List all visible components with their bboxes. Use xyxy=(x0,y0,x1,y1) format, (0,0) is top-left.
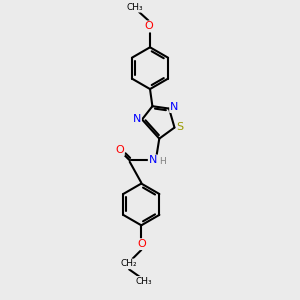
Text: CH₃: CH₃ xyxy=(136,277,152,286)
Text: O: O xyxy=(115,145,124,155)
Text: H: H xyxy=(159,157,166,166)
Text: N: N xyxy=(133,114,141,124)
Text: S: S xyxy=(177,122,184,132)
Text: N: N xyxy=(170,102,178,112)
Text: O: O xyxy=(144,21,153,32)
Text: N: N xyxy=(149,155,157,165)
Text: CH₂: CH₂ xyxy=(121,260,137,268)
Text: O: O xyxy=(137,239,146,249)
Text: CH₃: CH₃ xyxy=(127,3,143,12)
